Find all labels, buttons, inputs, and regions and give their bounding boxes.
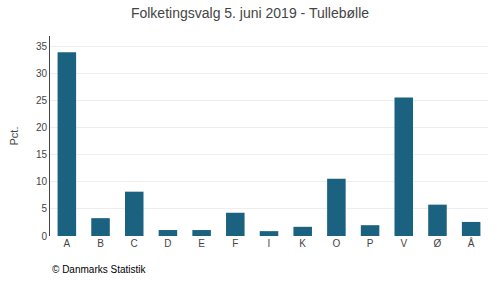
svg-text:25: 25 bbox=[36, 95, 48, 106]
svg-text:20: 20 bbox=[36, 122, 48, 133]
svg-text:D: D bbox=[164, 238, 171, 249]
svg-text:P: P bbox=[367, 238, 374, 249]
svg-text:Folketingsvalg 5. juni 2019 -: Folketingsvalg 5. juni 2019 - Tullebølle bbox=[131, 5, 369, 21]
svg-text:0: 0 bbox=[41, 231, 47, 242]
svg-text:Ø: Ø bbox=[434, 238, 442, 249]
svg-text:C: C bbox=[131, 238, 138, 249]
svg-text:Pct.: Pct. bbox=[8, 127, 20, 146]
svg-text:E: E bbox=[198, 238, 205, 249]
svg-text:30: 30 bbox=[36, 68, 48, 79]
svg-text:© Danmarks Statistik: © Danmarks Statistik bbox=[52, 264, 147, 275]
svg-text:10: 10 bbox=[36, 176, 48, 187]
svg-text:K: K bbox=[299, 238, 306, 249]
svg-text:5: 5 bbox=[41, 203, 47, 214]
svg-text:B: B bbox=[97, 238, 104, 249]
svg-text:15: 15 bbox=[36, 149, 48, 160]
svg-text:A: A bbox=[64, 238, 71, 249]
svg-text:O: O bbox=[332, 238, 340, 249]
svg-text:I: I bbox=[268, 238, 271, 249]
svg-text:V: V bbox=[400, 238, 407, 249]
svg-text:Å: Å bbox=[468, 237, 475, 249]
svg-text:35: 35 bbox=[36, 41, 48, 52]
svg-text:F: F bbox=[232, 238, 238, 249]
